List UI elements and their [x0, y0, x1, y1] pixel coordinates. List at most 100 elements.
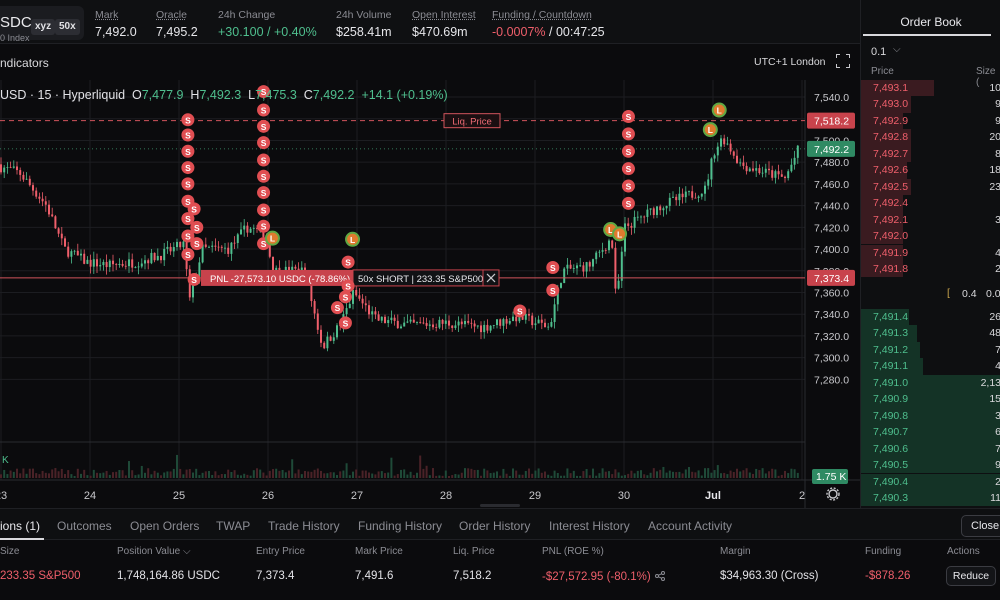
sell-marker[interactable]: [181, 229, 195, 243]
sell-marker[interactable]: [330, 301, 344, 315]
volume-bar: [115, 471, 118, 478]
tab-twap[interactable]: TWAP: [216, 519, 251, 533]
sell-marker[interactable]: [181, 177, 195, 191]
ask-row[interactable]: 7,492.7 8: [861, 145, 1000, 163]
sell-marker[interactable]: [257, 203, 271, 217]
buy-marker[interactable]: [612, 226, 628, 242]
ask-row[interactable]: 7,492.0: [861, 228, 1000, 245]
sell-marker[interactable]: [257, 85, 271, 99]
sell-marker[interactable]: [513, 304, 527, 318]
sell-marker[interactable]: [341, 255, 355, 269]
ask-row[interactable]: 7,492.1 3: [861, 211, 1000, 228]
th-position-value[interactable]: Position Value ⌵: [117, 546, 191, 557]
bid-row[interactable]: 7,490.3 11: [861, 489, 1000, 507]
indicators-button[interactable]: ndicators: [0, 56, 49, 70]
tab-positions[interactable]: ions (1): [0, 519, 41, 533]
sell-marker[interactable]: [546, 261, 560, 275]
sell-marker[interactable]: [187, 272, 201, 286]
chevron-down-icon[interactable]: ⌵: [893, 44, 901, 55]
sell-marker[interactable]: [181, 212, 195, 226]
candle-body: [563, 268, 566, 284]
sell-marker[interactable]: [621, 162, 635, 176]
sell-marker[interactable]: [187, 202, 201, 216]
ask-row[interactable]: 7,492.8 20: [861, 129, 1000, 146]
ask-row[interactable]: 7,492.6 18: [861, 162, 1000, 179]
sell-marker[interactable]: [257, 153, 271, 167]
volume-bar: [118, 469, 121, 478]
ask-row[interactable]: 7,491.9 4: [861, 244, 1000, 261]
bid-row[interactable]: 7,491.3 48: [861, 325, 1000, 342]
volume-bar: [720, 473, 722, 478]
sell-marker[interactable]: [257, 136, 271, 150]
ask-row[interactable]: 7,493.0 9: [861, 96, 1000, 113]
bid-row[interactable]: 7,490.5 9: [861, 457, 1000, 474]
sell-marker[interactable]: [190, 237, 204, 251]
sell-marker[interactable]: [257, 219, 271, 233]
time-scrollbar[interactable]: [480, 504, 520, 507]
price-chart[interactable]: 7,540.07,520.07,500.07,480.07,460.07,440…: [0, 80, 860, 508]
sell-marker[interactable]: [190, 220, 204, 234]
sell-marker[interactable]: [257, 103, 271, 117]
order-book-tab[interactable]: Order Book: [900, 15, 962, 29]
bid-row[interactable]: 7,490.7 6: [861, 424, 1000, 441]
tab-funding-history[interactable]: Funding History: [358, 519, 443, 533]
tab-open-orders[interactable]: Open Orders: [130, 519, 200, 533]
sell-marker[interactable]: [257, 169, 271, 183]
volume-bar: [409, 471, 412, 478]
ask-row[interactable]: 7,492.4: [861, 195, 1000, 212]
sell-marker[interactable]: [181, 113, 195, 127]
volume-bar: [790, 468, 793, 478]
tab-interest-history[interactable]: Interest History: [549, 519, 630, 533]
bid-row[interactable]: 7,490.6 7: [861, 440, 1000, 457]
sell-marker[interactable]: [181, 161, 195, 175]
sell-marker[interactable]: [338, 316, 352, 330]
sell-marker[interactable]: [341, 279, 355, 293]
bid-row[interactable]: 7,490.9 15: [861, 391, 1000, 408]
sell-marker[interactable]: [181, 144, 195, 158]
tick-size-select[interactable]: 0.1: [871, 46, 887, 58]
position-size[interactable]: 233.35 S&P500: [0, 570, 81, 582]
tab-order-history[interactable]: Order History: [459, 519, 531, 533]
reduce-button[interactable]: Reduce: [946, 566, 996, 586]
tab-outcomes[interactable]: Outcomes: [57, 519, 112, 533]
settings-gear-icon[interactable]: [828, 489, 838, 499]
volume-bar: [134, 475, 137, 478]
volume-bar: [524, 470, 527, 478]
bid-row[interactable]: 7,491.1 4: [861, 358, 1000, 375]
sell-marker[interactable]: [621, 144, 635, 158]
buy-marker[interactable]: [702, 122, 718, 138]
share-icon[interactable]: [654, 571, 665, 581]
sell-marker[interactable]: [621, 110, 635, 124]
timezone-selector[interactable]: UTC+1 London: [754, 56, 826, 68]
fullscreen-icon[interactable]: [836, 54, 850, 68]
volume-bar: [374, 474, 377, 478]
sell-marker[interactable]: [546, 283, 560, 297]
sell-marker[interactable]: [181, 247, 195, 261]
buy-marker[interactable]: [345, 231, 361, 247]
sell-marker[interactable]: [257, 119, 271, 133]
bid-row[interactable]: 7,491.2 7: [861, 341, 1000, 359]
tab-account-activity[interactable]: Account Activity: [648, 519, 733, 533]
buy-marker[interactable]: [264, 230, 280, 246]
ask-row[interactable]: 7,492.5 23: [861, 178, 1000, 196]
close-all-button[interactable]: Close: [961, 515, 1000, 537]
candle-body: [451, 325, 454, 328]
tab-trade-history[interactable]: Trade History: [268, 519, 340, 533]
sell-marker[interactable]: [621, 196, 635, 210]
sell-marker[interactable]: [181, 128, 195, 142]
sell-marker[interactable]: [338, 290, 352, 304]
ask-row[interactable]: 7,492.9 9: [861, 112, 1000, 130]
market-selector[interactable]: SDC 0 Index xyz 50x: [0, 6, 84, 43]
buy-marker[interactable]: [711, 102, 727, 118]
sell-marker[interactable]: [257, 186, 271, 200]
ask-row[interactable]: 7,491.8 2: [861, 260, 1000, 278]
ask-row[interactable]: 7,493.1 10: [861, 80, 1000, 97]
sell-marker[interactable]: [621, 179, 635, 193]
bid-row[interactable]: 7,490.8 3: [861, 407, 1000, 425]
sell-marker[interactable]: [621, 127, 635, 141]
bid-row[interactable]: 7,491.4 26: [861, 309, 1000, 326]
bid-row[interactable]: 7,490.4 2: [861, 473, 1000, 490]
bid-row[interactable]: 7,491.0 2,13: [861, 374, 1000, 392]
close-icon[interactable]: [486, 273, 496, 283]
volume-bar: [624, 475, 626, 478]
